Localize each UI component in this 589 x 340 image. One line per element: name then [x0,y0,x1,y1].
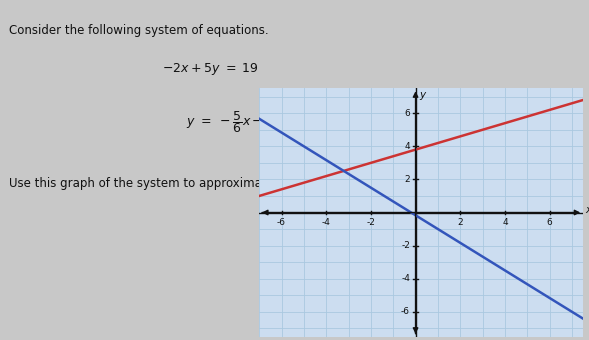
Text: 6: 6 [404,109,410,118]
Text: -6: -6 [277,218,286,227]
Text: 2: 2 [458,218,463,227]
Text: x: x [585,205,589,215]
Text: Consider the following system of equations.: Consider the following system of equatio… [9,24,269,37]
Text: -6: -6 [401,307,410,316]
Text: $-2x + 5y \ = \ 19$: $-2x + 5y \ = \ 19$ [162,61,259,77]
Text: -2: -2 [366,218,375,227]
Text: 6: 6 [547,218,552,227]
Text: $y \ = \ -\dfrac{5}{6}x - \dfrac{1}{6}$: $y \ = \ -\dfrac{5}{6}x - \dfrac{1}{6}$ [186,109,274,135]
Text: -2: -2 [401,241,410,250]
Text: 4: 4 [404,142,410,151]
Text: Use this graph of the system to approximate its solution.: Use this graph of the system to approxim… [9,177,346,190]
Text: 2: 2 [404,175,410,184]
Text: -4: -4 [401,274,410,283]
Text: -4: -4 [322,218,330,227]
Text: y: y [419,90,425,100]
Text: 4: 4 [502,218,508,227]
